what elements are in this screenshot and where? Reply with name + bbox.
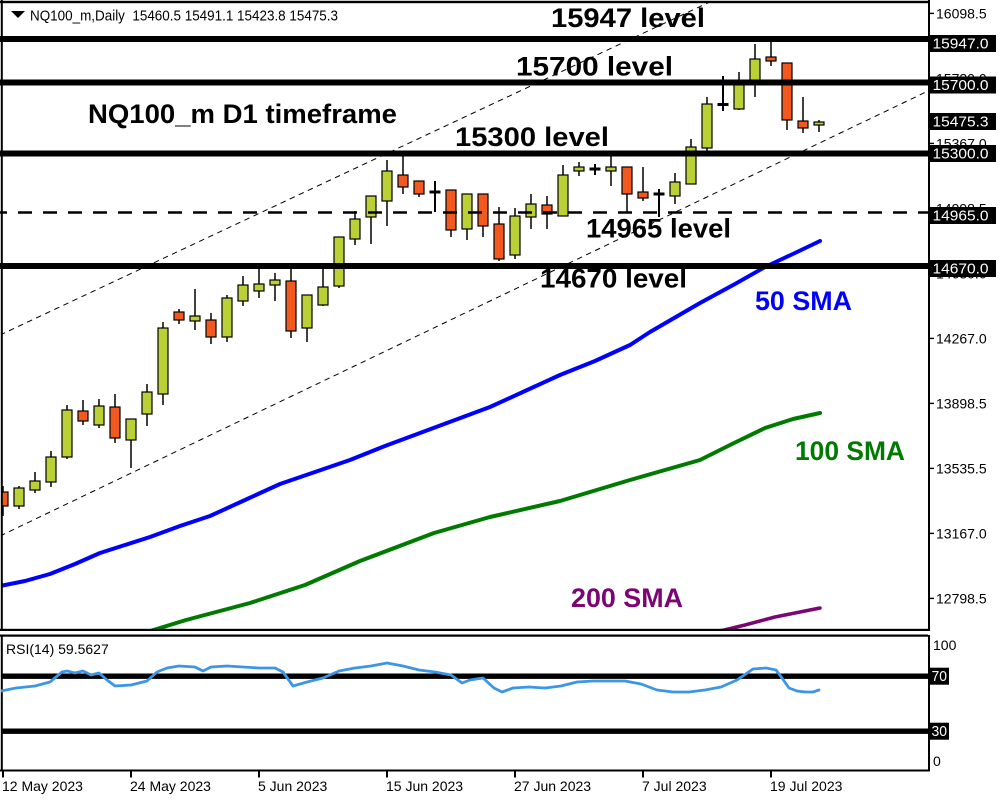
svg-text:14267.0: 14267.0: [936, 330, 987, 346]
svg-text:15947 level: 15947 level: [551, 3, 705, 33]
svg-text:15 Jun 2023: 15 Jun 2023: [386, 778, 463, 794]
svg-text:15300 level: 15300 level: [455, 122, 609, 152]
svg-text:14965.0: 14965.0: [933, 209, 989, 225]
svg-text:15475.3: 15475.3: [933, 115, 989, 131]
svg-text:5 Jun 2023: 5 Jun 2023: [258, 778, 327, 794]
svg-text:24 May 2023: 24 May 2023: [130, 778, 211, 794]
svg-text:16098.5: 16098.5: [936, 5, 987, 21]
svg-text:30: 30: [932, 724, 948, 740]
svg-text:14670.0: 14670.0: [933, 262, 989, 278]
svg-text:13535.5: 13535.5: [936, 460, 987, 476]
svg-text:13167.0: 13167.0: [936, 525, 987, 541]
svg-text:15947.0: 15947.0: [933, 37, 989, 53]
svg-text:0: 0: [933, 753, 941, 769]
svg-text:12 May 2023: 12 May 2023: [2, 778, 83, 794]
svg-text:200 SMA: 200 SMA: [571, 583, 683, 613]
svg-text:70: 70: [932, 669, 948, 685]
svg-text:13898.5: 13898.5: [936, 395, 987, 411]
svg-text:19 Jul 2023: 19 Jul 2023: [770, 778, 843, 794]
svg-text:7 Jul 2023: 7 Jul 2023: [642, 778, 707, 794]
svg-text:14965 level: 14965 level: [586, 214, 731, 244]
svg-text:27 Jun 2023: 27 Jun 2023: [514, 778, 591, 794]
svg-text:14670 level: 14670 level: [540, 264, 687, 294]
svg-text:50 SMA: 50 SMA: [755, 286, 852, 316]
svg-text:100: 100: [933, 637, 957, 653]
svg-text:15700 level: 15700 level: [516, 52, 673, 82]
svg-text:12798.5: 12798.5: [936, 590, 987, 606]
svg-text:NQ100_m,Daily 15460.5 15491.1: NQ100_m,Daily 15460.5 15491.1 15423.8 15…: [30, 9, 338, 25]
svg-text:15300.0: 15300.0: [933, 147, 989, 163]
svg-text:RSI(14) 59.5627: RSI(14) 59.5627: [6, 641, 109, 657]
svg-text:15700.0: 15700.0: [933, 78, 989, 94]
svg-text:100 SMA: 100 SMA: [795, 436, 905, 466]
svg-text:NQ100_m D1 timeframe: NQ100_m D1 timeframe: [88, 99, 397, 129]
